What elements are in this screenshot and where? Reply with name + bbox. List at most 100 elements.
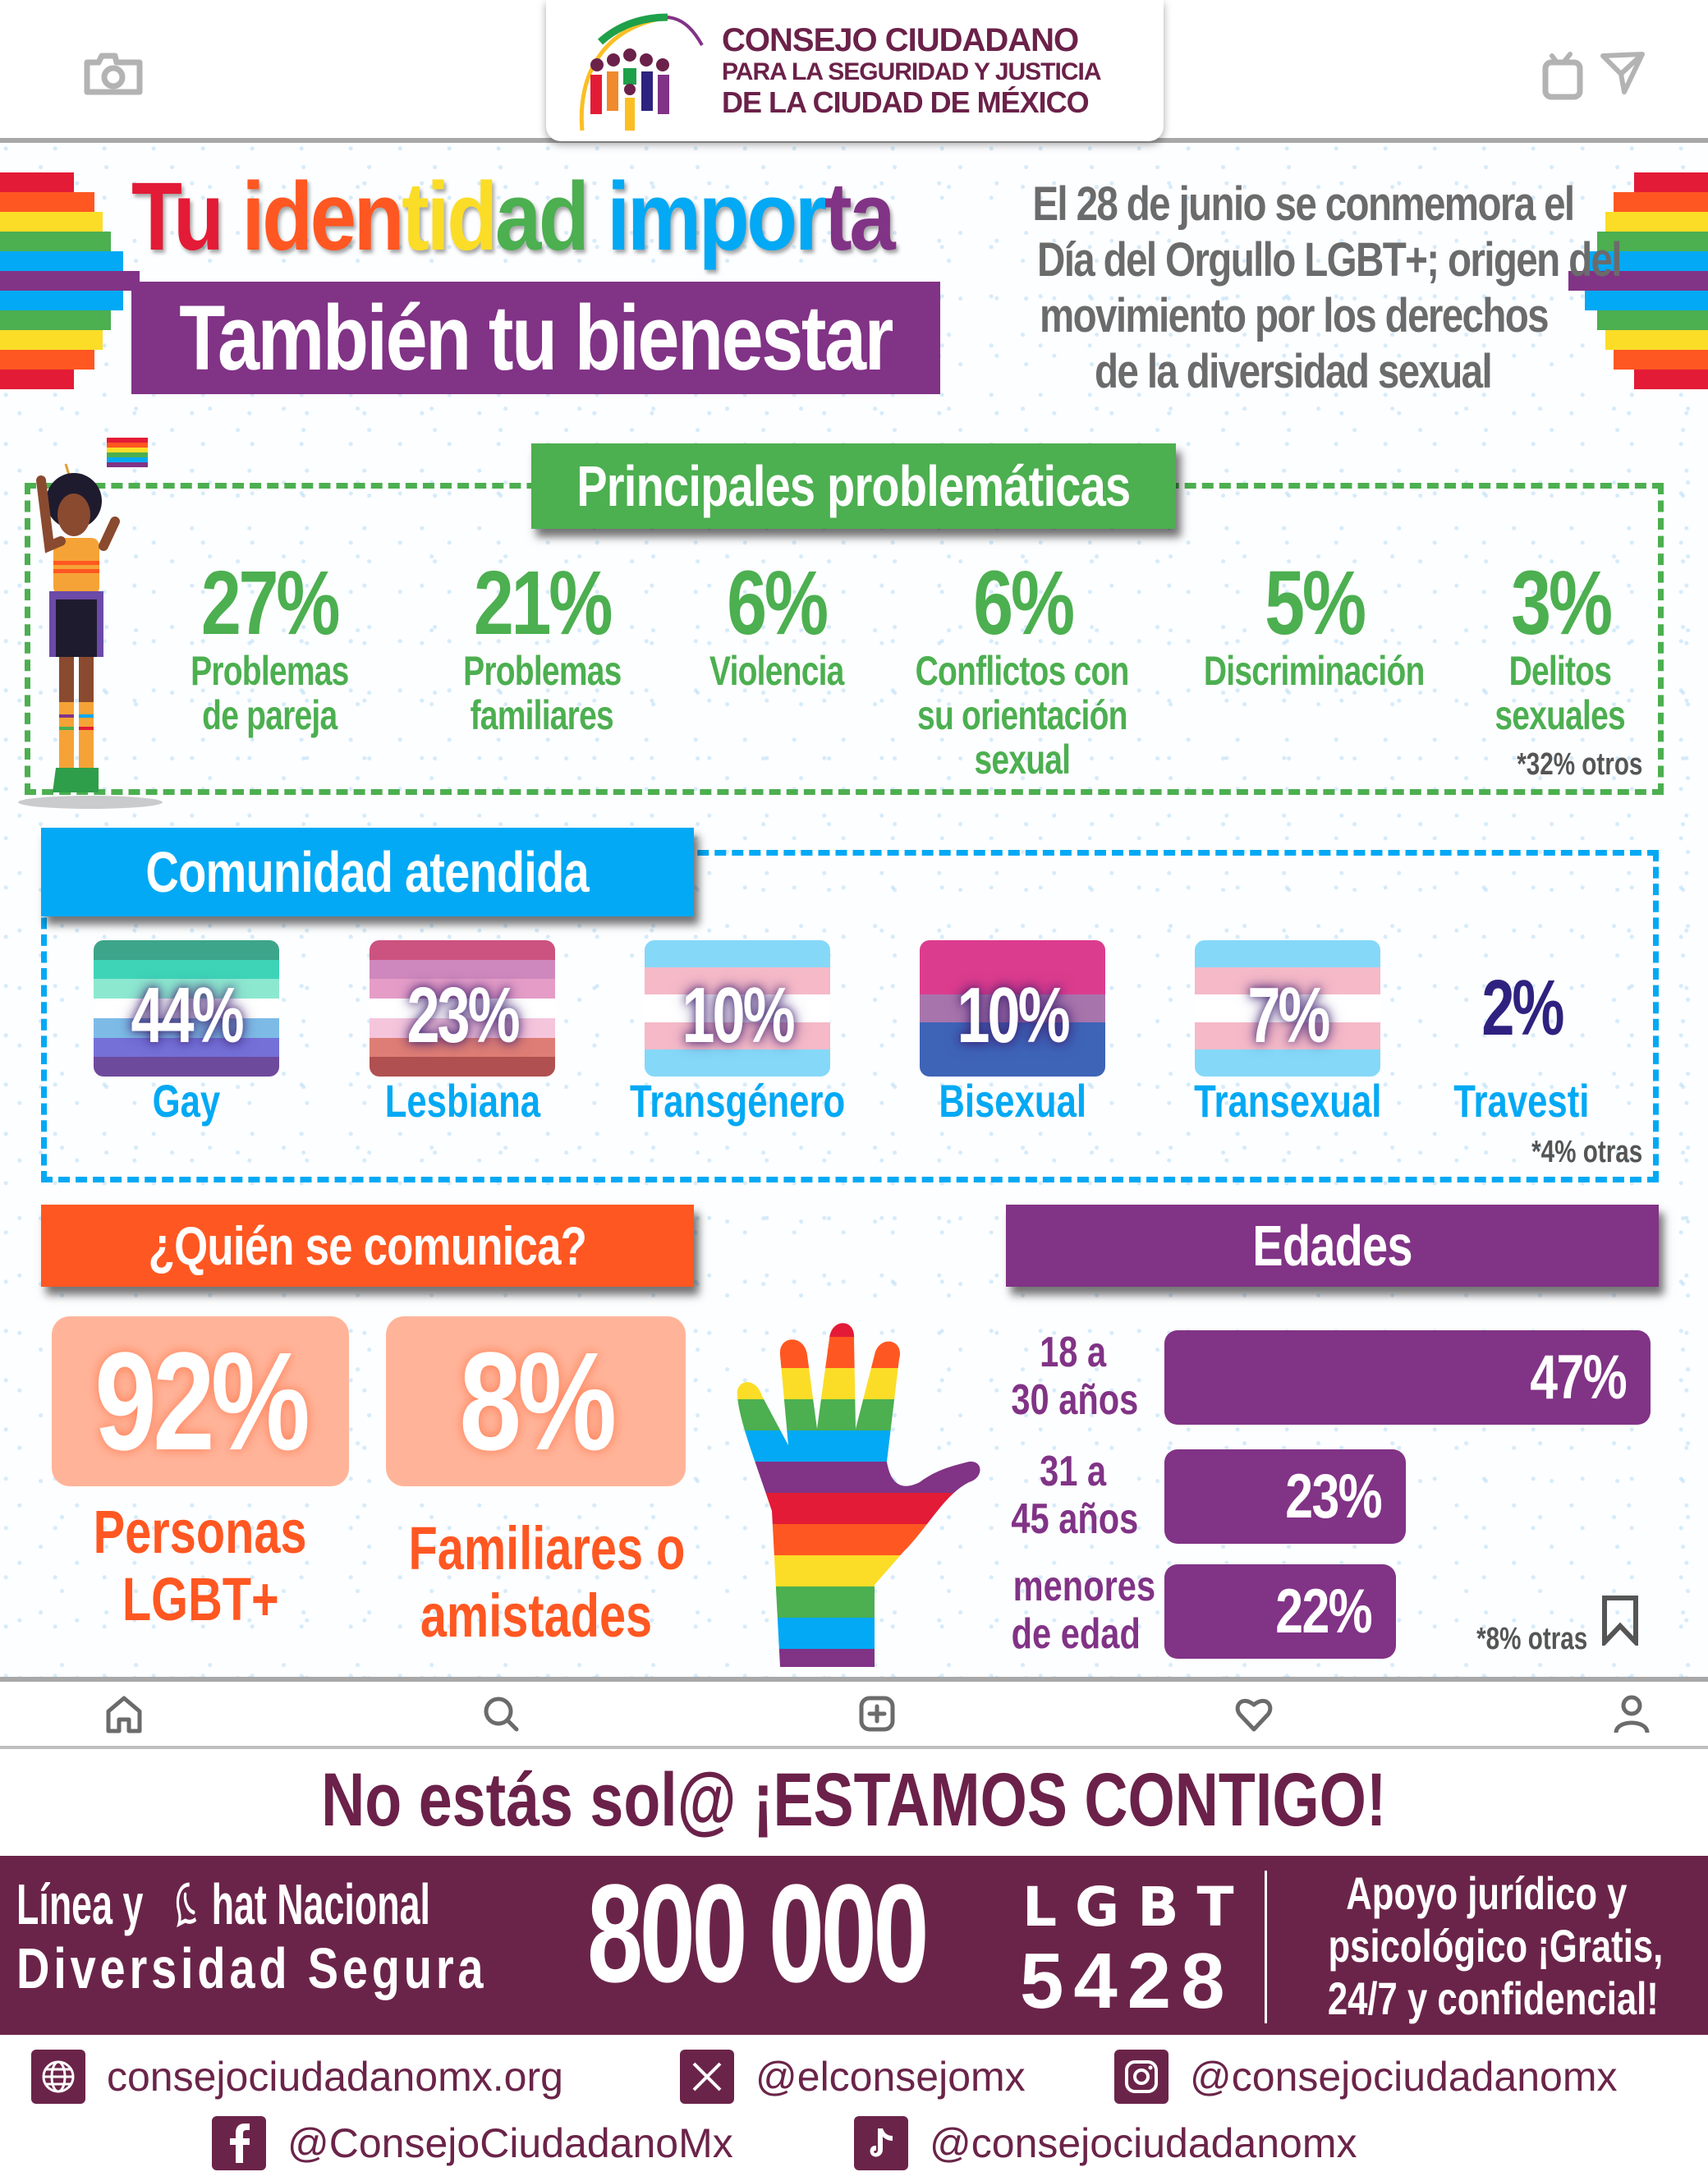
problematica-pct: 5%	[1264, 553, 1366, 654]
support-line-3: 24/7 y confidencial!	[1327, 1972, 1659, 2024]
comunidad-pct-text: 2%	[1481, 964, 1564, 1052]
problematica-label-line: Discriminación	[1203, 648, 1425, 694]
rainbow-stripe	[1597, 232, 1708, 251]
title-segment: Tu	[131, 163, 242, 271]
flag-stripe	[370, 959, 555, 980]
problematica-pct: 27%	[200, 553, 341, 654]
rainbow-stripe	[1568, 271, 1708, 291]
heart-icon[interactable]	[1233, 1693, 1274, 1734]
age-bar-pct: 22%	[1275, 1577, 1373, 1646]
social-link-tiktok[interactable]: @consejociudadanomx	[854, 2116, 1357, 2170]
rainbow-stripe	[0, 271, 140, 291]
rainbow-stripe	[1605, 212, 1708, 232]
problematica-label: Problemas familiares	[394, 649, 690, 737]
problematica-label: Discriminación	[1166, 649, 1462, 693]
comunidad-pct: 44%	[94, 976, 279, 1055]
problematica-pct: 6%	[727, 553, 829, 654]
hotline-number-text: 800 000	[587, 1856, 930, 2012]
social-link-instagram[interactable]: @consejociudadanomx	[1114, 2050, 1618, 2104]
comunidad-pct: 23%	[370, 976, 555, 1055]
bookmark-icon[interactable]	[1601, 1595, 1639, 1649]
age-label: menores de edad	[995, 1563, 1155, 1658]
comunidad-footnote-text: *4% otras	[1531, 1135, 1642, 1169]
comunidad-label-text: Transgénero	[629, 1075, 846, 1127]
comunidad-header-text: Comunidad atendida	[145, 840, 590, 904]
flag-stripe	[920, 940, 1105, 968]
flag-stripe	[370, 1017, 555, 1038]
problematica-label-line: de pareja	[201, 692, 337, 738]
problematicas-header-text: Principales problemáticas	[576, 454, 1131, 518]
social-link-website[interactable]: consejociudadanomx.org	[31, 2050, 563, 2104]
logo-emblem-icon	[579, 13, 704, 131]
hotline-name-line1: Línea y hat Nacional	[16, 1872, 485, 1936]
page-title: Tu identidad importa	[131, 168, 896, 265]
flag-stripe	[920, 1049, 1105, 1077]
rainbow-stripe	[1585, 251, 1708, 271]
age-label: 18 a 30 años	[995, 1329, 1151, 1424]
flag-lesbiana: 23%	[370, 940, 555, 1077]
search-icon[interactable]	[480, 1693, 521, 1734]
problematica-label-line: Violencia	[709, 648, 844, 694]
flag-stripe	[94, 1017, 279, 1038]
age-bar-pct: 47%	[1530, 1343, 1628, 1412]
quien-stat-lgbt-pct: 92%	[94, 1323, 310, 1480]
add-post-icon[interactable]	[856, 1693, 898, 1734]
problematica-label-line: Problemas	[462, 648, 622, 694]
problematica-pct: 3%	[1510, 553, 1613, 654]
problematica-pct: 21%	[473, 553, 613, 654]
camera-icon[interactable]	[82, 51, 145, 97]
flag-stripe	[920, 967, 1105, 995]
age-bar: 23%	[1164, 1449, 1406, 1544]
problematica-label: Delitos sexuales	[1412, 649, 1708, 737]
rainbow-stripe	[1614, 192, 1708, 212]
website-text: consejociudadanomx.org	[107, 2054, 563, 2100]
problematica-item: 3% Delitos sexuales	[1412, 553, 1708, 738]
comunidad-label-text: Gay	[152, 1075, 221, 1127]
problematicas-header: Principales problemáticas	[531, 443, 1176, 529]
social-link-facebook[interactable]: @ConsejoCiudadanoMx	[212, 2116, 733, 2170]
hotline-name: Línea y hat Nacional Diversidad Segura	[16, 1872, 605, 2000]
problematica-label-line: Problemas	[190, 648, 349, 694]
flag-stripe	[645, 1022, 830, 1049]
quien-label-familiares-line1: Familiares o	[408, 1514, 686, 1582]
hotline-digits: 5428	[1020, 1937, 1235, 2025]
comunidad-label-text: Transexual	[1193, 1075, 1382, 1127]
hotline-number[interactable]: 800 000	[587, 1864, 1058, 2004]
comunidad-label: Transexual	[1146, 1074, 1430, 1127]
bottom-nav-divider-bottom	[0, 1746, 1708, 1749]
comunidad-pct: 2%	[1429, 969, 1614, 1048]
home-icon[interactable]	[103, 1693, 145, 1734]
problematica-item: 6% Violencia	[629, 553, 925, 694]
flag-gay: 44%	[94, 940, 279, 1077]
rainbow-stripe	[1585, 291, 1708, 310]
quien-stat-familiares: 8%	[386, 1316, 686, 1486]
rainbow-stripe	[0, 192, 94, 212]
comunidad-footnote: *4% otras	[1500, 1135, 1642, 1170]
intro-line: de la diversidad sexual	[1095, 345, 1493, 398]
social-link-x[interactable]: @elconsejomx	[680, 2050, 1026, 2104]
flag-stripe	[94, 940, 279, 960]
send-icon[interactable]	[1600, 51, 1646, 97]
rainbow-stripe	[0, 291, 123, 310]
hotline-suffix: hat Nacional	[211, 1872, 431, 1936]
title-segment: ad	[494, 163, 608, 271]
flag-stripe	[94, 999, 279, 1018]
rainbow-stripe	[1634, 370, 1708, 389]
quien-label-familiares: Familiares o amistades	[370, 1515, 702, 1650]
comunidad-pct: 10%	[645, 976, 830, 1055]
quien-header-text: ¿Quién se comunica?	[148, 1215, 587, 1276]
bottom-nav	[0, 1682, 1708, 1746]
page-subtitle: También tu bienestar	[131, 282, 940, 394]
problematica-item: 5% Discriminación	[1166, 553, 1462, 694]
rainbow-stripe	[0, 330, 103, 350]
comunidad-pct: 10%	[920, 976, 1105, 1055]
age-label-line: 45 años	[1011, 1495, 1139, 1543]
igtv-icon[interactable]	[1542, 51, 1583, 100]
problematica-label-line: sexuales	[1494, 692, 1626, 738]
flag-stripe	[645, 1049, 830, 1077]
profile-icon[interactable]	[1611, 1693, 1652, 1734]
flag-stripe	[94, 1057, 279, 1077]
flag-stripe	[1195, 1022, 1380, 1049]
edades-footnote-text: *8% otras	[1476, 1622, 1588, 1656]
problematica-label-line: su orientación	[917, 692, 1127, 738]
